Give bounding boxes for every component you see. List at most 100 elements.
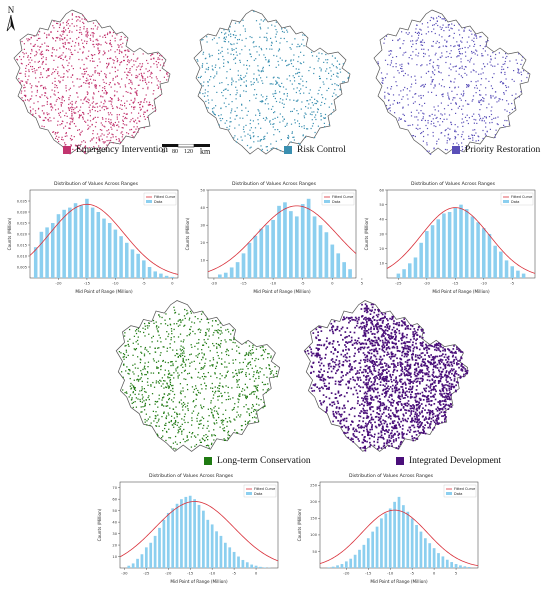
legend-fitted-curve: Fitted Curve xyxy=(254,487,275,491)
bar xyxy=(153,535,157,568)
bar xyxy=(470,216,475,278)
y-tick-label: 0.035 xyxy=(17,199,27,203)
bar xyxy=(164,275,169,278)
y-tick-label: 40 xyxy=(200,206,205,210)
bar xyxy=(140,554,144,568)
bar xyxy=(312,216,317,278)
map-long-term-conservation xyxy=(115,300,281,452)
fitted-curve xyxy=(119,501,279,562)
y-tick-label: 50 xyxy=(200,188,205,192)
bar xyxy=(306,198,311,278)
y-tick-label: 30 xyxy=(200,224,205,228)
bar xyxy=(371,531,375,568)
bar xyxy=(241,559,245,568)
swatch-risk xyxy=(284,146,292,154)
x-tick-label: -10 xyxy=(481,281,488,286)
y-axis-label: Counts (Million) xyxy=(7,217,12,250)
bar xyxy=(300,204,305,278)
x-tick-label: -15 xyxy=(452,281,459,286)
bar xyxy=(464,209,469,278)
bar xyxy=(202,510,205,568)
bar xyxy=(188,495,192,568)
bar xyxy=(318,225,323,278)
bar xyxy=(254,565,258,568)
bar xyxy=(436,219,440,278)
y-tick-label: 10 xyxy=(200,259,205,263)
legend-data: Data xyxy=(154,200,162,204)
bar xyxy=(463,566,467,568)
bar xyxy=(215,531,218,568)
bar xyxy=(428,543,432,568)
bar xyxy=(396,273,401,278)
x-tick-label: -5 xyxy=(510,281,514,286)
bar xyxy=(493,245,497,278)
fitted-curve xyxy=(319,509,479,567)
legend-data: Data xyxy=(332,200,340,204)
bar xyxy=(206,519,210,568)
x-tick-label: -5 xyxy=(232,571,236,576)
swatch-emergency xyxy=(63,146,71,154)
bar xyxy=(362,544,366,568)
legend-integrated-development: Integrated Development xyxy=(396,456,501,466)
bar xyxy=(153,271,157,278)
x-tick-label: 5 xyxy=(361,281,364,286)
bar xyxy=(102,218,106,278)
bar xyxy=(380,518,383,568)
map-emergency-intervention xyxy=(13,9,171,155)
bar xyxy=(432,548,436,568)
y-tick-label: 20 xyxy=(379,247,384,251)
bar xyxy=(175,503,179,568)
north-label: N xyxy=(8,5,15,15)
bar xyxy=(127,565,131,568)
bar xyxy=(437,553,440,568)
bar xyxy=(324,232,329,278)
x-tick-label: 0 xyxy=(171,281,174,286)
y-tick-label: 50 xyxy=(312,550,317,554)
bar xyxy=(228,547,232,568)
bar xyxy=(85,198,89,278)
x-axis-label: Mid Point of Range (Million) xyxy=(370,579,428,584)
bar xyxy=(366,538,370,568)
y-tick-label: 30 xyxy=(112,532,117,536)
bar xyxy=(413,257,418,278)
x-tick-label: -20 xyxy=(55,281,62,286)
north-arrow-icon: N xyxy=(6,5,15,32)
x-tick-label: -20 xyxy=(165,571,172,576)
bar xyxy=(340,564,344,568)
bar xyxy=(425,231,429,278)
y-tick-label: 0.005 xyxy=(17,265,27,269)
x-axis-label: Mid Point of Range (Million) xyxy=(170,579,228,584)
x-tick-label: 0 xyxy=(433,571,436,576)
bar xyxy=(327,567,331,568)
y-axis-label: Counts (Million) xyxy=(297,508,302,541)
bar xyxy=(241,253,246,278)
y-tick-label: 0.010 xyxy=(17,254,28,258)
y-tick-label: 60 xyxy=(379,188,384,192)
bar xyxy=(430,225,435,278)
x-axis-label: Mid Point of Range (Million) xyxy=(75,289,133,294)
y-tick-label: 30 xyxy=(379,232,384,236)
y-tick-label: 10 xyxy=(112,555,117,559)
bar xyxy=(342,262,346,278)
bar xyxy=(253,235,258,278)
fitted-curve xyxy=(207,205,357,273)
bar xyxy=(454,564,458,568)
bar xyxy=(349,558,353,568)
chart-title: Distribution of Values Across Ranges xyxy=(411,181,496,187)
fitted-curve xyxy=(29,203,179,275)
x-tick-label: 0 xyxy=(255,571,258,576)
x-tick-label: -15 xyxy=(187,571,194,576)
y-tick-label: 20 xyxy=(200,241,205,245)
bar xyxy=(223,542,227,568)
bar xyxy=(263,567,267,568)
y-tick-label: 40 xyxy=(112,520,117,524)
bar xyxy=(467,567,471,568)
y-axis-label: Counts (Million) xyxy=(364,217,369,250)
bar xyxy=(289,211,293,278)
bar xyxy=(250,564,254,568)
y-tick-label: 100 xyxy=(310,533,318,537)
bar xyxy=(235,262,240,278)
chart-title: Distribution of Values Across Ranges xyxy=(232,181,317,187)
